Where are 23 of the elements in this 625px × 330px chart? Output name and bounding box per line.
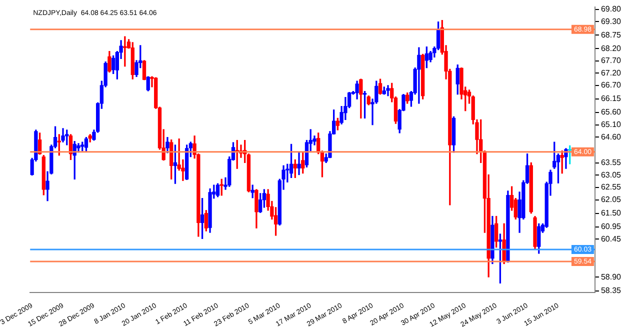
y-tick-label: 69.30 [600,16,622,26]
candlestick [417,47,421,104]
y-tick-label: 61.50 [600,208,622,218]
y-tick-label: 58.35 [600,286,622,295]
y-tick-label: 67.70 [600,56,622,66]
y-tick-label: 65.60 [600,108,622,117]
y-tick-label: 68.75 [600,30,622,40]
y-tick-label: 68.20 [600,44,622,53]
y-tick-label: 66.70 [600,80,622,90]
y-tick-label: 66.15 [600,94,622,104]
y-tick-label: 67.20 [600,68,622,78]
y-tick-label: 63.05 [600,170,622,180]
candlestick [386,85,390,96]
y-tick-label: 60.45 [600,234,622,244]
y-tick-label: 69.80 [600,4,622,14]
y-tick-label: 62.05 [600,195,622,204]
y-tick-label: 65.10 [600,120,622,130]
y-tick-label: 62.55 [600,182,622,192]
y-tick-label: 63.55 [600,158,622,168]
candlestick [297,152,301,176]
y-tick-label: 58.90 [600,272,622,282]
y-tick-label: 64.60 [600,132,622,142]
y-tick-label: 60.95 [600,222,622,232]
